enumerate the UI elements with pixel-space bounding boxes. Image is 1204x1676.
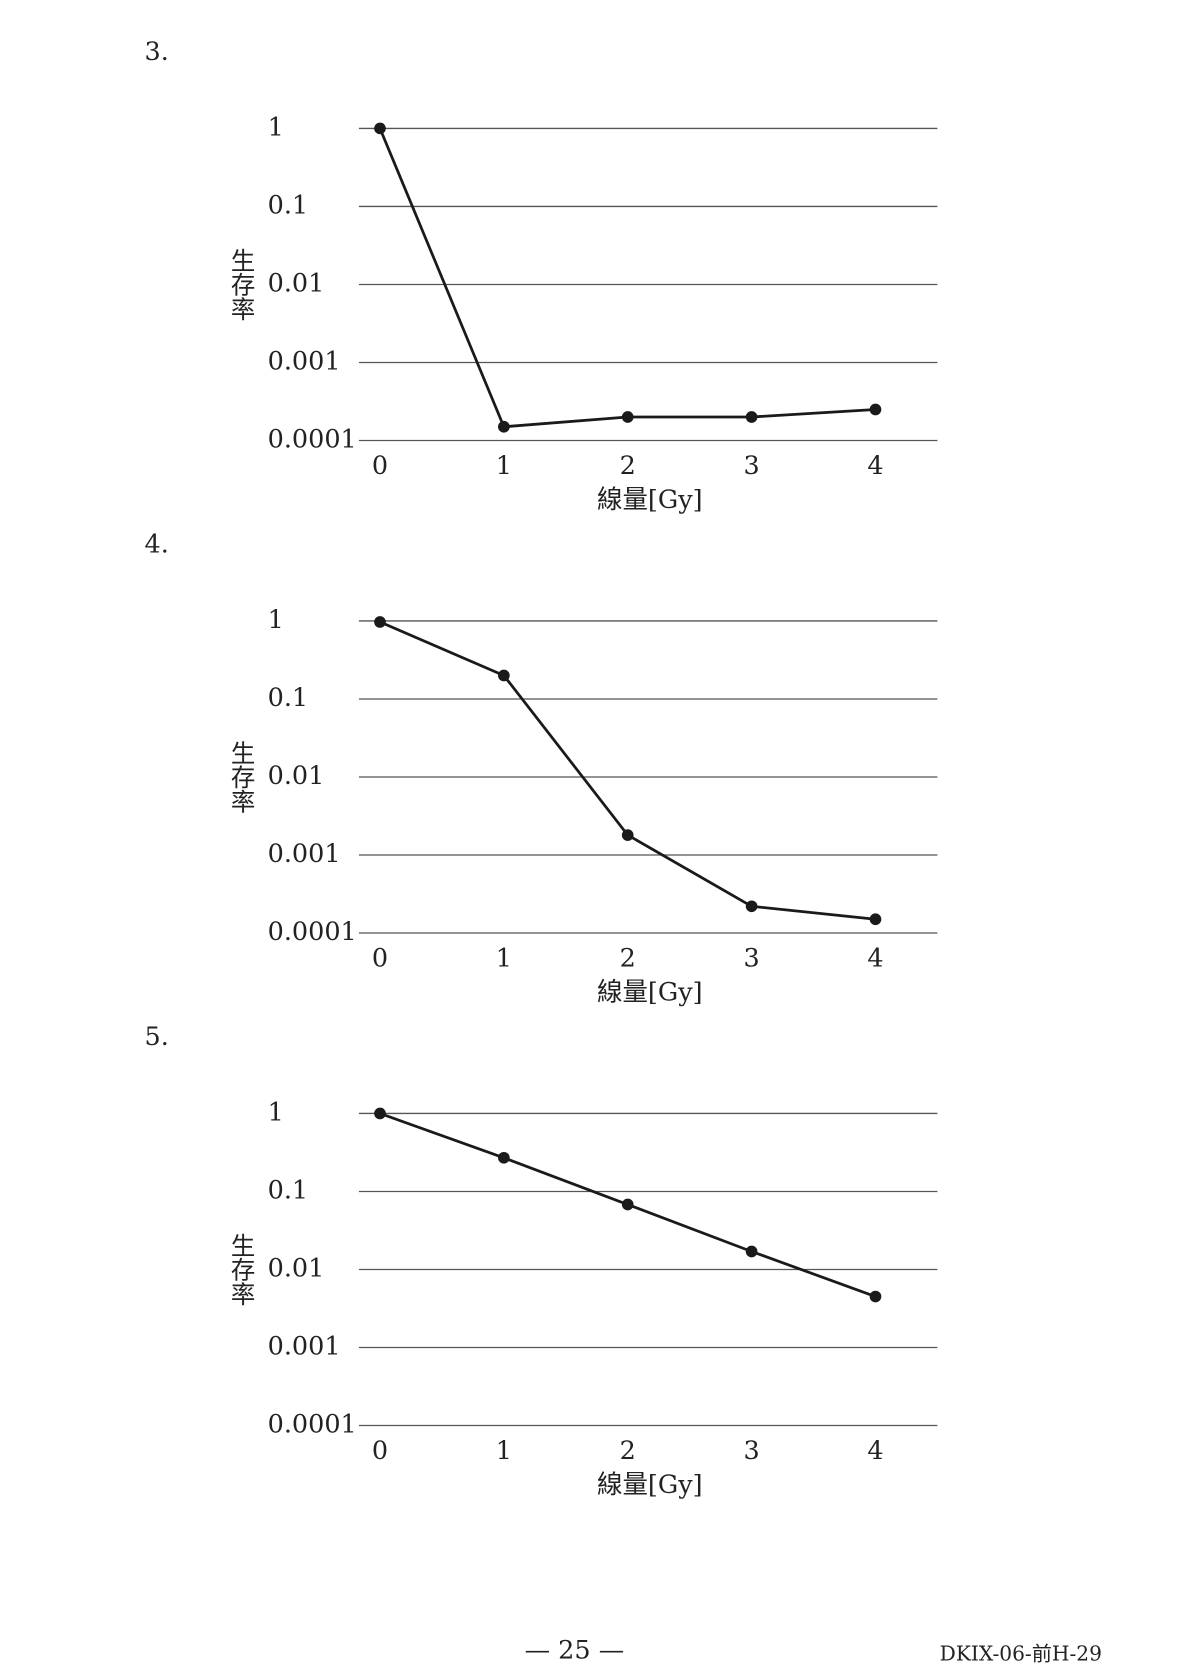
data-point (745, 900, 758, 913)
x-axis-label: 線量[Gy] (597, 977, 703, 1007)
data-point (745, 1245, 758, 1258)
y-tick-label: 1 (268, 112, 284, 142)
y-tick-label: 0.0001 (268, 917, 357, 947)
y-axis-label: 生存率 (228, 1233, 257, 1306)
y-tick-label: 0.01 (268, 268, 325, 298)
x-tick-label: 0 (372, 944, 388, 974)
y-tick-label: 0.1 (268, 1175, 309, 1205)
x-tick-label: 3 (743, 1436, 759, 1466)
y-tick-label: 1 (268, 605, 284, 635)
data-point (745, 411, 758, 423)
data-point (869, 403, 882, 416)
chart-label: 4. (145, 530, 169, 560)
document-code: DKIX-06-前H-29 (940, 1641, 1102, 1665)
y-axis-label: 生存率 (228, 740, 257, 813)
x-tick-label: 3 (743, 944, 759, 974)
data-line (379, 620, 876, 921)
data-point (621, 829, 634, 841)
x-tick-label: 0 (372, 451, 388, 481)
x-tick-label: 4 (867, 451, 883, 481)
data-point (621, 411, 634, 423)
y-tick-label: 0.001 (268, 1331, 341, 1361)
x-tick-label: 4 (867, 944, 883, 974)
data-point (374, 616, 386, 628)
chart-label: 3. (145, 37, 169, 67)
y-tick-label: 0.001 (268, 839, 341, 869)
data-point (498, 1151, 510, 1164)
x-tick-label: 2 (620, 451, 636, 481)
y-tick-label: 0.1 (268, 683, 309, 713)
x-tick-label: 0 (372, 1436, 388, 1466)
data-point (498, 420, 510, 433)
data-point (498, 669, 510, 682)
x-tick-label: 4 (867, 1436, 883, 1466)
data-point (374, 122, 386, 135)
y-tick-label: 1 (268, 1097, 284, 1127)
x-axis-label: 線量[Gy] (597, 485, 703, 515)
x-tick-label: 3 (743, 451, 759, 481)
x-tick-label: 1 (496, 1436, 512, 1466)
y-axis-label: 生存率 (228, 248, 257, 321)
y-tick-label: 0.01 (268, 1253, 325, 1283)
y-tick-label: 0.0001 (268, 1410, 357, 1440)
y-tick-label: 0.1 (268, 190, 309, 220)
data-point (374, 1107, 386, 1120)
x-tick-label: 1 (496, 451, 512, 481)
data-line (378, 127, 876, 429)
y-tick-label: 0.001 (268, 346, 341, 376)
data-point (869, 1290, 882, 1303)
x-tick-label: 2 (620, 944, 636, 974)
data-point (869, 913, 882, 926)
chart-label: 5. (145, 1022, 169, 1052)
x-axis-label: 線量[Gy] (597, 1470, 703, 1500)
y-tick-label: 0.01 (268, 761, 325, 791)
data-point (621, 1198, 634, 1211)
x-tick-label: 1 (496, 944, 512, 974)
y-tick-label: 0.0001 (268, 424, 357, 454)
x-tick-label: 2 (620, 1436, 636, 1466)
page-number: — 25 — (525, 1636, 625, 1666)
